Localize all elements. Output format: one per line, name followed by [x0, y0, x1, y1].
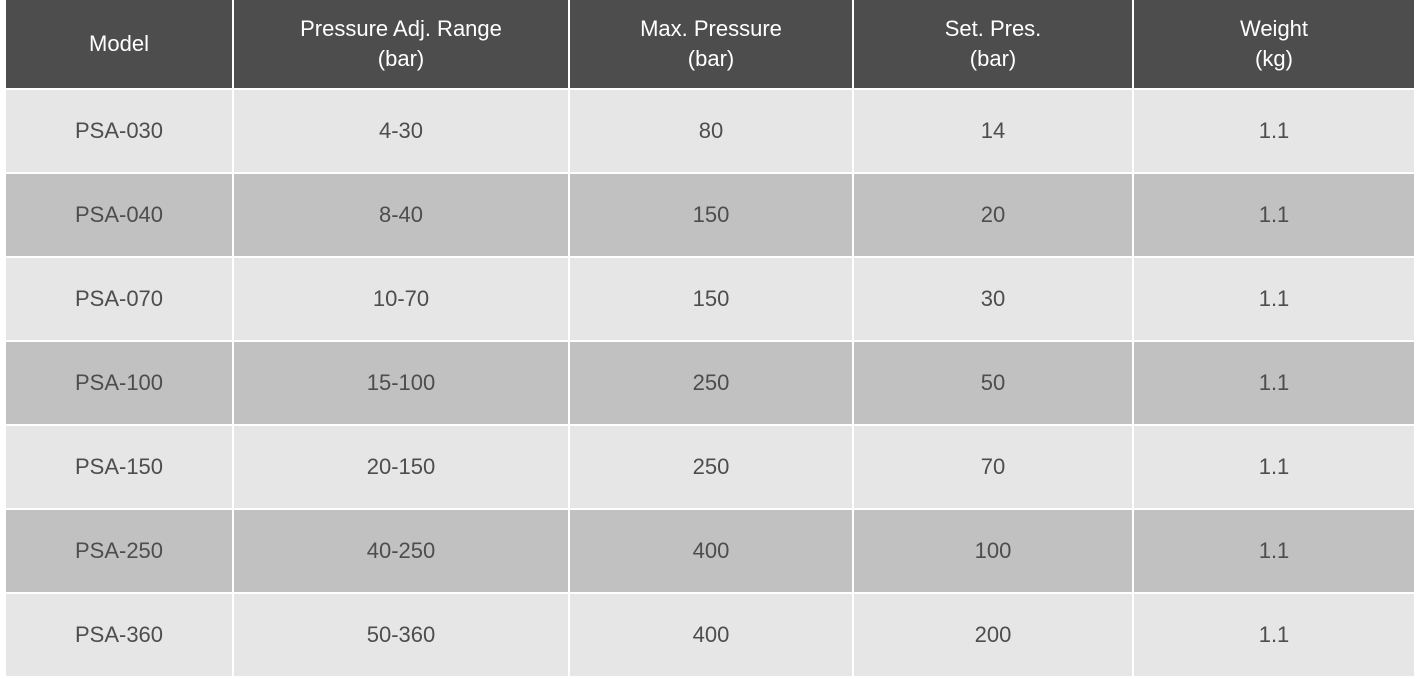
table-row: PSA-250 40-250 400 100 1.1	[6, 508, 1414, 592]
col-header-label: Weight	[1134, 14, 1414, 44]
col-header-weight: Weight (kg)	[1134, 0, 1414, 88]
col-header-max-pressure: Max. Pressure (bar)	[570, 0, 854, 88]
cell-weight: 1.1	[1134, 424, 1414, 508]
cell-model: PSA-360	[6, 592, 234, 676]
cell-model: PSA-250	[6, 508, 234, 592]
col-header-unit: (kg)	[1134, 44, 1414, 74]
cell-model: PSA-100	[6, 340, 234, 424]
col-header-model: Model	[6, 0, 234, 88]
col-header-label: Pressure Adj. Range	[234, 14, 568, 44]
cell-model: PSA-030	[6, 88, 234, 172]
cell-weight: 1.1	[1134, 340, 1414, 424]
cell-setp: 50	[854, 340, 1134, 424]
col-header-unit: (bar)	[854, 44, 1132, 74]
cell-weight: 1.1	[1134, 592, 1414, 676]
cell-range: 15-100	[234, 340, 570, 424]
cell-maxp: 250	[570, 424, 854, 508]
cell-setp: 20	[854, 172, 1134, 256]
table-row: PSA-360 50-360 400 200 1.1	[6, 592, 1414, 676]
col-header-label: Set. Pres.	[854, 14, 1132, 44]
col-header-unit: (bar)	[570, 44, 852, 74]
cell-range: 40-250	[234, 508, 570, 592]
cell-weight: 1.1	[1134, 88, 1414, 172]
table-row: PSA-070 10-70 150 30 1.1	[6, 256, 1414, 340]
cell-setp: 200	[854, 592, 1134, 676]
col-header-pressure-adj-range: Pressure Adj. Range (bar)	[234, 0, 570, 88]
cell-maxp: 250	[570, 340, 854, 424]
spec-table: Model Pressure Adj. Range (bar) Max. Pre…	[6, 0, 1414, 676]
cell-setp: 14	[854, 88, 1134, 172]
col-header-unit: (bar)	[234, 44, 568, 74]
cell-maxp: 150	[570, 256, 854, 340]
col-header-label: Model	[6, 29, 232, 59]
cell-setp: 30	[854, 256, 1134, 340]
cell-model: PSA-070	[6, 256, 234, 340]
cell-maxp: 400	[570, 508, 854, 592]
cell-weight: 1.1	[1134, 256, 1414, 340]
cell-range: 50-360	[234, 592, 570, 676]
cell-maxp: 80	[570, 88, 854, 172]
cell-range: 8-40	[234, 172, 570, 256]
cell-model: PSA-150	[6, 424, 234, 508]
cell-maxp: 150	[570, 172, 854, 256]
cell-range: 20-150	[234, 424, 570, 508]
cell-weight: 1.1	[1134, 508, 1414, 592]
cell-setp: 70	[854, 424, 1134, 508]
table-row: PSA-150 20-150 250 70 1.1	[6, 424, 1414, 508]
cell-setp: 100	[854, 508, 1134, 592]
col-header-label: Max. Pressure	[570, 14, 852, 44]
table-header-row: Model Pressure Adj. Range (bar) Max. Pre…	[6, 0, 1414, 88]
cell-model: PSA-040	[6, 172, 234, 256]
cell-range: 10-70	[234, 256, 570, 340]
cell-weight: 1.1	[1134, 172, 1414, 256]
table-row: PSA-040 8-40 150 20 1.1	[6, 172, 1414, 256]
table-row: PSA-030 4-30 80 14 1.1	[6, 88, 1414, 172]
cell-range: 4-30	[234, 88, 570, 172]
cell-maxp: 400	[570, 592, 854, 676]
table-row: PSA-100 15-100 250 50 1.1	[6, 340, 1414, 424]
col-header-set-pres: Set. Pres. (bar)	[854, 0, 1134, 88]
